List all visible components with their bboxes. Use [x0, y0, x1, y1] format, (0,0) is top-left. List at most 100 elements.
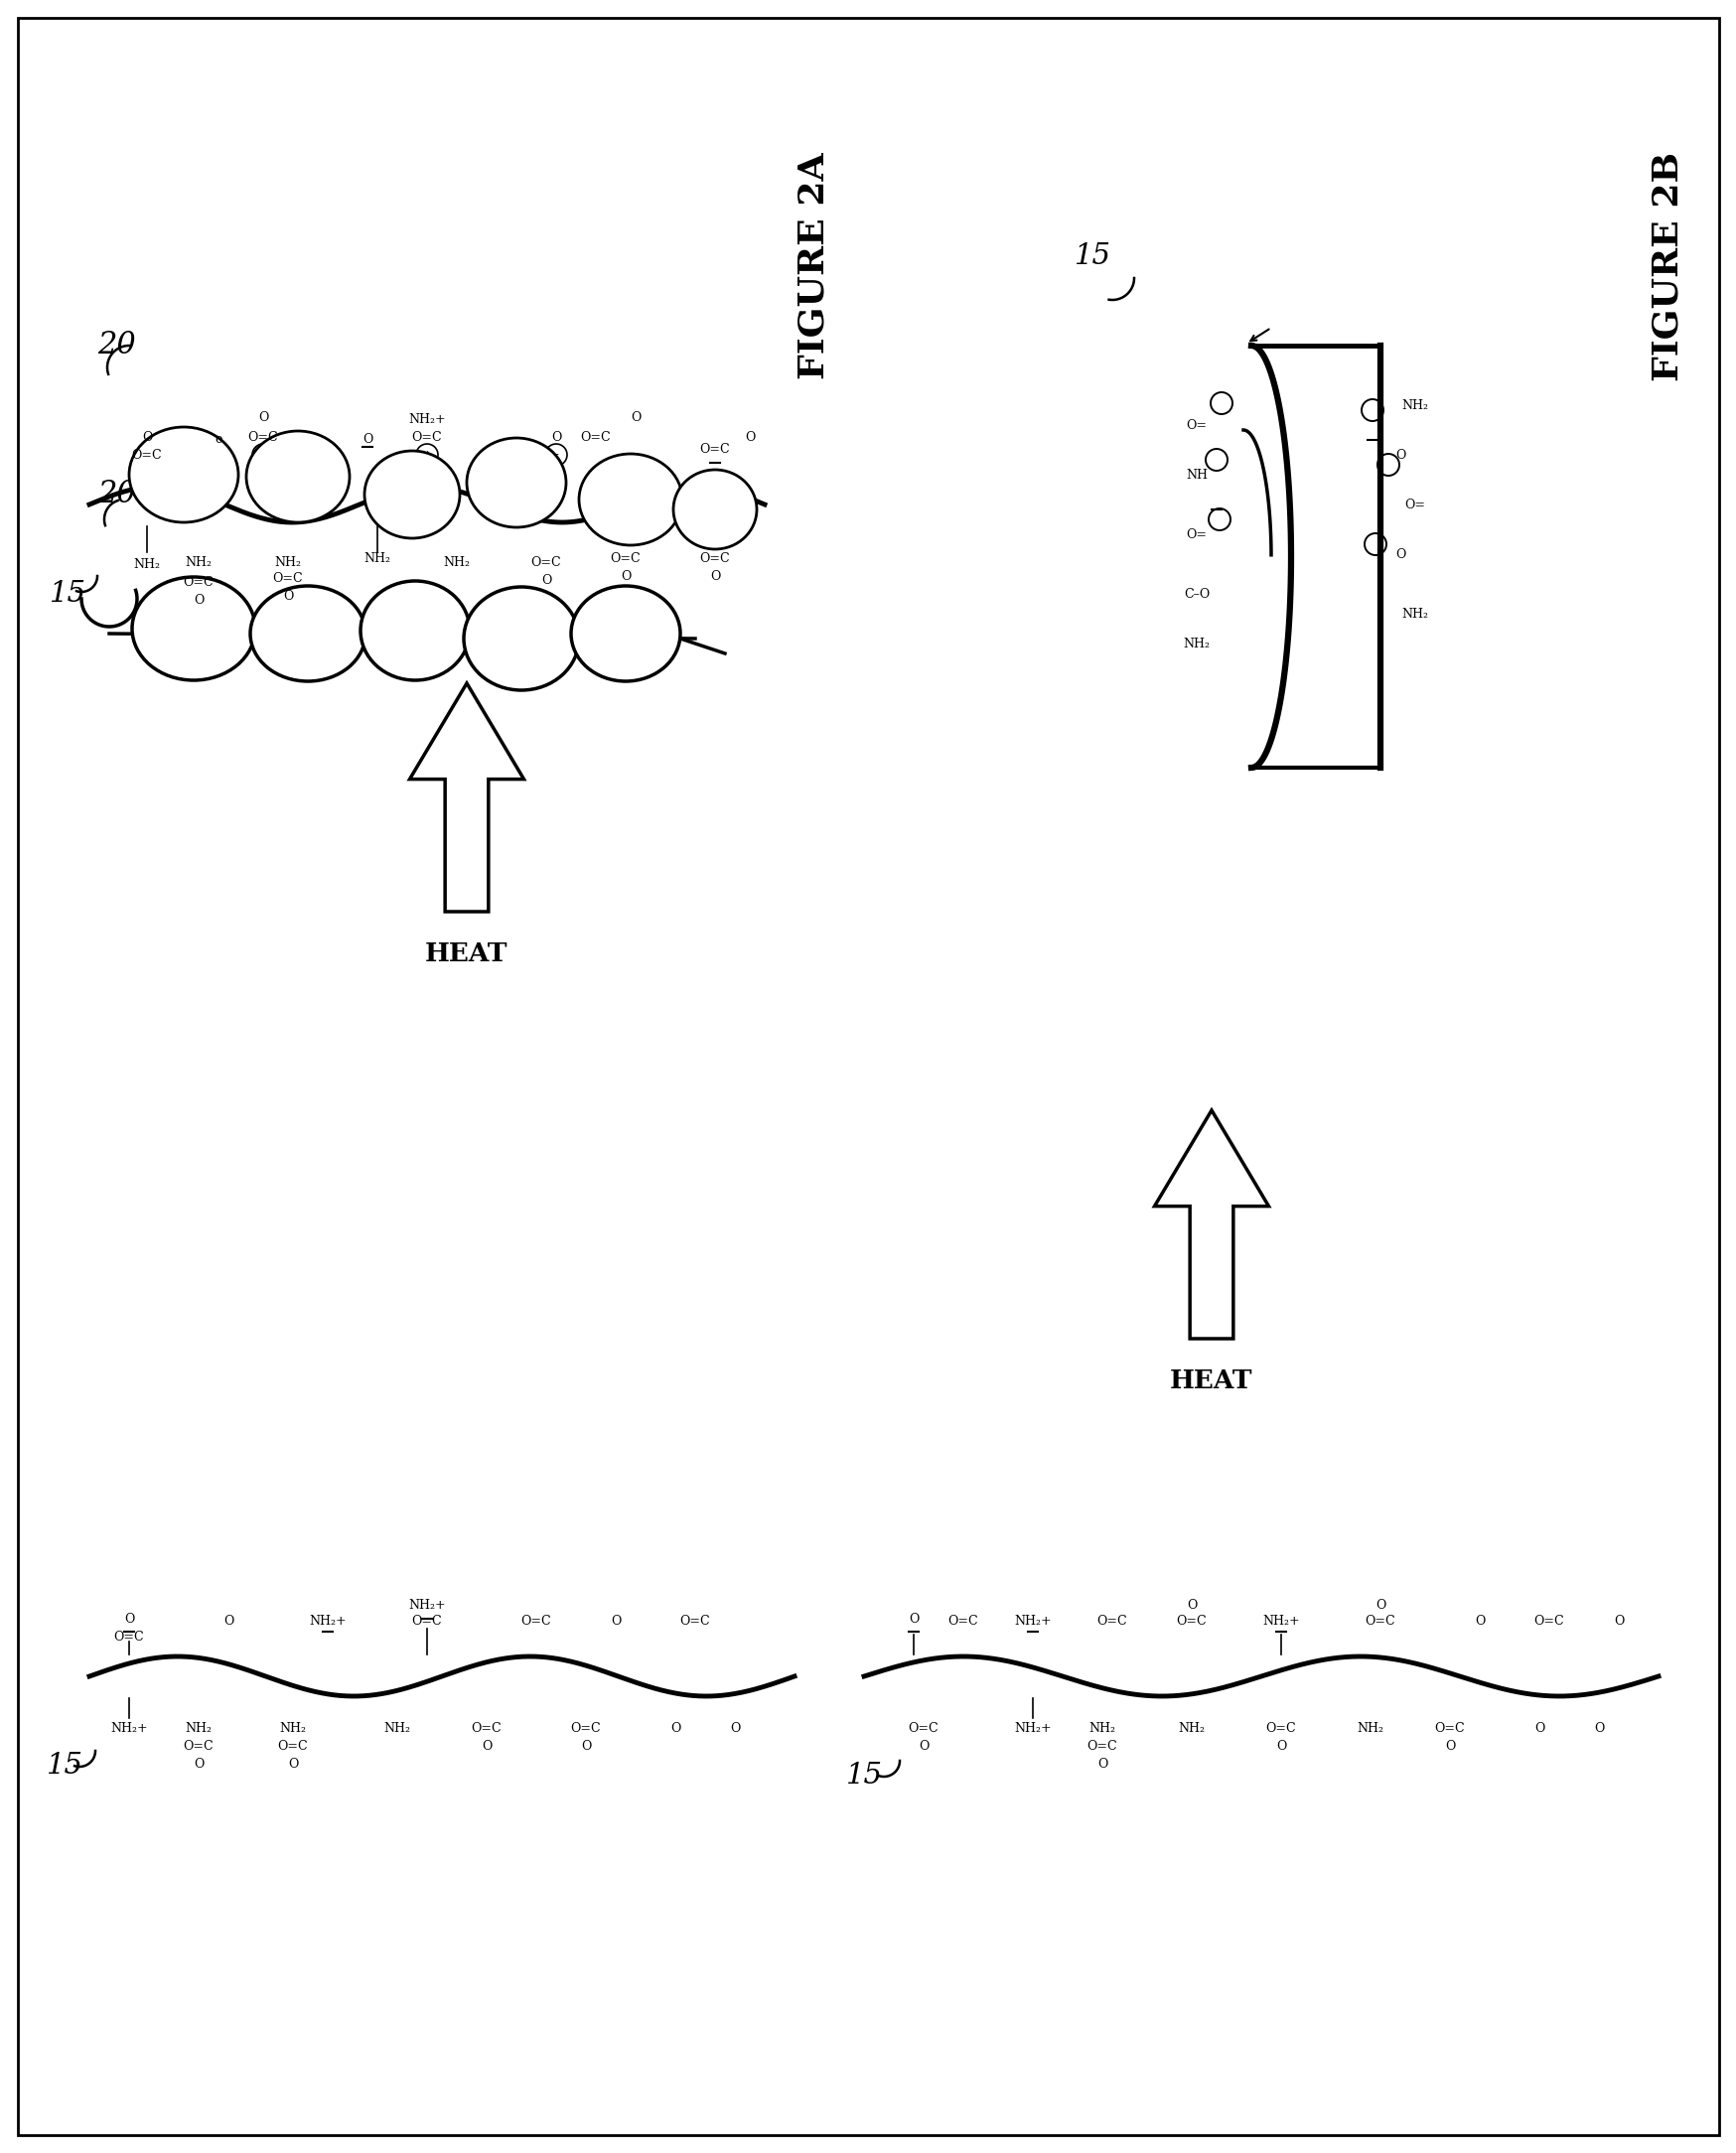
- Text: C–O: C–O: [1182, 588, 1208, 601]
- Ellipse shape: [467, 437, 566, 527]
- Text: O: O: [1394, 547, 1404, 560]
- Text: NH₂: NH₂: [186, 1722, 212, 1735]
- Text: O=C: O=C: [1434, 1722, 1465, 1735]
- Text: NH₂: NH₂: [186, 555, 212, 568]
- Text: 15: 15: [1073, 243, 1111, 269]
- Text: NH₂+: NH₂+: [408, 413, 446, 426]
- Text: O: O: [193, 594, 203, 607]
- Text: +: +: [142, 465, 151, 474]
- Text: O=C: O=C: [1266, 1722, 1295, 1735]
- Text: O: O: [1186, 1598, 1196, 1610]
- Text: O=C: O=C: [521, 1615, 552, 1628]
- Text: O: O: [620, 571, 630, 583]
- Ellipse shape: [128, 426, 238, 523]
- Ellipse shape: [365, 450, 460, 538]
- Text: NH₂: NH₂: [274, 555, 302, 568]
- Text: -: -: [554, 450, 557, 461]
- Text: O: O: [363, 433, 373, 446]
- Text: NH: NH: [1186, 467, 1207, 480]
- Text: O: O: [142, 431, 153, 444]
- Text: O: O: [918, 1740, 929, 1753]
- Ellipse shape: [578, 454, 682, 545]
- Text: O=C: O=C: [248, 431, 278, 444]
- Text: O=C: O=C: [679, 1615, 710, 1628]
- Text: O=: O=: [1404, 497, 1425, 510]
- Ellipse shape: [464, 588, 578, 691]
- Ellipse shape: [674, 469, 757, 549]
- Text: NH₂: NH₂: [384, 1722, 410, 1735]
- Text: NH₂+: NH₂+: [1262, 1615, 1299, 1628]
- Text: 20: 20: [97, 480, 137, 510]
- Text: O=C: O=C: [278, 1740, 307, 1753]
- Text: O=C: O=C: [580, 431, 611, 444]
- Text: O=C: O=C: [531, 555, 561, 568]
- Text: NH₂: NH₂: [443, 555, 470, 568]
- Text: O=C: O=C: [1097, 1615, 1127, 1628]
- Text: NH₂: NH₂: [1088, 1722, 1115, 1735]
- Ellipse shape: [247, 431, 349, 523]
- Text: O=C: O=C: [115, 1630, 144, 1643]
- Text: O: O: [283, 590, 293, 603]
- Text: O: O: [611, 1615, 620, 1628]
- Polygon shape: [410, 683, 524, 911]
- Ellipse shape: [571, 586, 681, 680]
- Text: O: O: [1276, 1740, 1286, 1753]
- Text: O=C: O=C: [1364, 1615, 1394, 1628]
- Text: O: O: [540, 573, 550, 586]
- Text: O=C: O=C: [184, 575, 214, 588]
- Text: O=C: O=C: [700, 444, 729, 456]
- Ellipse shape: [132, 577, 255, 680]
- Text: O: O: [908, 1613, 918, 1626]
- Text: O=C: O=C: [132, 448, 161, 461]
- Text: O: O: [729, 1722, 740, 1735]
- Text: O=C: O=C: [1087, 1740, 1116, 1753]
- Text: NH₂+: NH₂+: [408, 1598, 446, 1610]
- Text: 15: 15: [845, 1761, 882, 1789]
- Text: O=C: O=C: [470, 1722, 502, 1735]
- Text: NH₂+: NH₂+: [1014, 1615, 1050, 1628]
- Text: HEAT: HEAT: [425, 941, 509, 967]
- Text: O: O: [193, 1757, 203, 1770]
- Text: NH₂: NH₂: [1401, 398, 1427, 411]
- Text: O=C: O=C: [948, 1615, 977, 1628]
- Text: O=C: O=C: [411, 1615, 443, 1628]
- Text: NH₂: NH₂: [134, 558, 160, 571]
- Text: 15: 15: [49, 579, 85, 607]
- Text: 20: 20: [97, 329, 137, 362]
- Text: O=C: O=C: [1175, 1615, 1207, 1628]
- Text: O: O: [1613, 1615, 1623, 1628]
- Text: O: O: [1533, 1722, 1543, 1735]
- Text: O: O: [1097, 1757, 1108, 1770]
- Text: O: O: [630, 411, 641, 424]
- Text: O=C: O=C: [609, 553, 641, 566]
- Text: O=C: O=C: [1533, 1615, 1564, 1628]
- Text: O: O: [710, 571, 720, 583]
- Text: +: +: [259, 450, 267, 461]
- Text: NH₂: NH₂: [1401, 607, 1427, 620]
- Text: O: O: [288, 1757, 299, 1770]
- Text: O: O: [670, 1722, 681, 1735]
- Text: O: O: [1394, 448, 1404, 461]
- Text: O: O: [550, 431, 561, 444]
- Text: O=: O=: [1186, 418, 1207, 431]
- Text: O=C: O=C: [700, 553, 729, 566]
- Text: O=C: O=C: [571, 1722, 601, 1735]
- Text: NH₂: NH₂: [1356, 1722, 1384, 1735]
- Text: o: o: [215, 433, 222, 446]
- Text: FIGURE 2B: FIGURE 2B: [1651, 151, 1684, 381]
- Text: NH₂+: NH₂+: [1014, 1722, 1050, 1735]
- Text: 15: 15: [47, 1753, 83, 1781]
- Text: NH₂: NH₂: [279, 1722, 306, 1735]
- Text: O: O: [1444, 1740, 1455, 1753]
- Text: O: O: [1375, 1598, 1385, 1610]
- Text: O=C: O=C: [184, 1740, 214, 1753]
- Text: O: O: [1594, 1722, 1602, 1735]
- Text: O: O: [1474, 1615, 1484, 1628]
- Text: O: O: [259, 411, 267, 424]
- Text: NH₂: NH₂: [1182, 637, 1210, 650]
- Text: O=C: O=C: [908, 1722, 937, 1735]
- Text: O: O: [123, 1613, 134, 1626]
- Text: NH₂: NH₂: [365, 553, 391, 566]
- Ellipse shape: [250, 586, 365, 680]
- Text: +: +: [422, 450, 432, 461]
